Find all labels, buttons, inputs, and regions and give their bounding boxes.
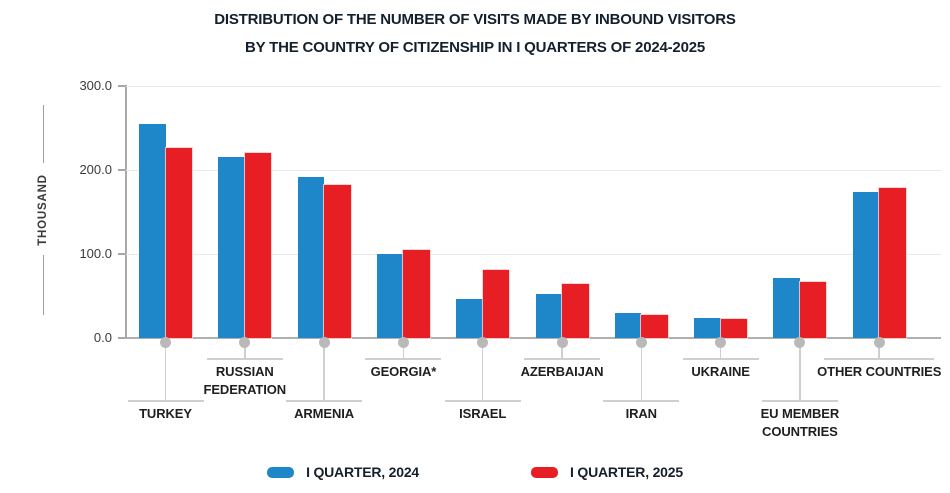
bar-chart-plot-area: THOUSAND 0.0 100.0 200.0 300.0 TURKEY RUSSIAN… bbox=[37, 78, 942, 439]
category-dot bbox=[873, 336, 885, 348]
bar-2025-9[interactable] bbox=[799, 282, 827, 338]
y-axis-tick bbox=[118, 169, 126, 171]
category-dot bbox=[160, 336, 171, 348]
category-leader-line bbox=[244, 343, 246, 358]
category-dot bbox=[397, 336, 409, 348]
y-axis-tick-label: 300.0 bbox=[79, 78, 112, 93]
bar-2025-7[interactable] bbox=[641, 315, 668, 338]
gridline-100 bbox=[126, 253, 941, 255]
bar-2025-10[interactable] bbox=[879, 188, 906, 338]
y-axis-tick bbox=[118, 337, 126, 339]
category-tick-line bbox=[682, 358, 759, 360]
y-axis-tick bbox=[118, 85, 126, 87]
category-label: UKRAINE bbox=[691, 364, 750, 379]
category-leader-line bbox=[640, 343, 643, 400]
category-dot bbox=[715, 336, 727, 348]
category-dot bbox=[477, 336, 489, 348]
bar-2025-3[interactable] bbox=[324, 185, 351, 338]
bar-2024-3[interactable] bbox=[297, 177, 325, 338]
bar-2024-5[interactable] bbox=[456, 299, 483, 338]
legend-label-q1-2024: I QUARTER, 2024 bbox=[306, 464, 419, 480]
category-label: TURKEY bbox=[139, 406, 192, 421]
legend-swatch-q1-2025 bbox=[531, 466, 558, 478]
category-dot bbox=[318, 336, 330, 348]
chart-title-line2: BY THE COUNTRY OF CITIZENSHIP IN I QUART… bbox=[244, 39, 705, 56]
x-axis-line bbox=[126, 337, 941, 339]
bar-2025-2[interactable] bbox=[244, 153, 272, 338]
bar-2024-2[interactable] bbox=[218, 157, 245, 338]
category-label: OTHER COUNTRIES bbox=[817, 364, 942, 379]
category-leader-line bbox=[878, 343, 880, 358]
y-axis-title: THOUSAND bbox=[37, 174, 49, 246]
bar-2024-9[interactable] bbox=[773, 278, 800, 338]
category-label: ARMENIA bbox=[294, 406, 355, 421]
gridline-300 bbox=[126, 85, 941, 87]
category-dot bbox=[239, 336, 251, 348]
category-dot bbox=[556, 336, 568, 348]
y-axis-tick-label: 100.0 bbox=[79, 246, 112, 261]
bar-2024-7[interactable] bbox=[614, 313, 642, 338]
category-leader-line bbox=[799, 343, 801, 400]
bar-2025-8[interactable] bbox=[720, 319, 748, 338]
category-tick-line bbox=[824, 358, 935, 360]
bar-2025-4[interactable] bbox=[403, 250, 430, 338]
bar-2024-10[interactable] bbox=[852, 192, 880, 338]
category-tick-line bbox=[444, 400, 521, 402]
category-leader-line bbox=[164, 343, 167, 400]
bar-2025-5[interactable] bbox=[482, 270, 510, 338]
legend-item-q1-2025[interactable]: I QUARTER, 2025 bbox=[531, 464, 683, 480]
category-dot bbox=[635, 336, 647, 348]
category-label: IRAN bbox=[625, 406, 657, 421]
category-tick-line bbox=[286, 400, 363, 402]
category-leader-line bbox=[719, 343, 722, 358]
gridline-200 bbox=[126, 169, 941, 171]
y-axis-tick-label: 200.0 bbox=[79, 162, 112, 177]
bar-2024-6[interactable] bbox=[535, 294, 562, 338]
y-axis-title-rule-top bbox=[42, 105, 44, 163]
legend-label-q1-2025: I QUARTER, 2025 bbox=[570, 464, 683, 480]
category-label: RUSSIAN FEDERATION bbox=[203, 364, 287, 397]
category-label: GEORGIA* bbox=[370, 364, 437, 379]
chart-title: DISTRIBUTION OF THE NUMBER OF VISITS MAD… bbox=[0, 6, 950, 62]
bar-2024-4[interactable] bbox=[376, 254, 404, 338]
category-leader-line bbox=[481, 343, 484, 400]
category-tick-line bbox=[127, 400, 204, 402]
category-tick-line bbox=[761, 400, 838, 402]
category-label: EU MEMBER COUNTRIES bbox=[760, 406, 840, 439]
y-axis-title-rule-bottom bbox=[42, 255, 44, 315]
legend-swatch-q1-2024 bbox=[267, 466, 295, 478]
bar-2024-8[interactable] bbox=[694, 318, 721, 338]
bar-2025-1[interactable] bbox=[165, 148, 192, 338]
category-dot bbox=[794, 336, 806, 348]
category-tick-line bbox=[603, 400, 680, 402]
category-leader-line bbox=[561, 343, 563, 358]
chart-title-line1: DISTRIBUTION OF THE NUMBER OF VISITS MAD… bbox=[214, 11, 736, 28]
bar-2024-1[interactable] bbox=[139, 124, 166, 338]
legend: I QUARTER, 2024 I QUARTER, 2025 bbox=[0, 464, 950, 480]
y-axis-tick-label: 0.0 bbox=[93, 330, 112, 345]
y-axis-line bbox=[125, 85, 127, 338]
category-label: AZERBAIJAN bbox=[520, 364, 604, 379]
legend-item-q1-2024[interactable]: I QUARTER, 2024 bbox=[267, 464, 419, 480]
category-tick-line bbox=[524, 358, 600, 360]
category-tick-line bbox=[365, 358, 442, 360]
category-leader-line bbox=[402, 343, 405, 358]
y-axis-tick bbox=[118, 253, 126, 255]
bar-2025-6[interactable] bbox=[562, 284, 589, 338]
category-leader-line bbox=[323, 343, 325, 400]
category-tick-line bbox=[206, 358, 283, 360]
category-label: ISRAEL bbox=[459, 406, 507, 421]
